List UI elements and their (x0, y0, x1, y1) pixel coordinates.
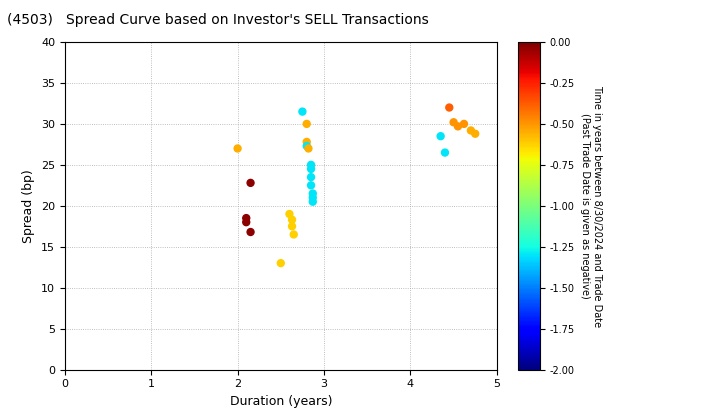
Point (287, 216, 298, 223)
Point (307, 190, 318, 197)
Point (301, 121, 312, 127)
Point (240, 215, 252, 221)
Point (307, 194, 318, 201)
Point (452, 123, 464, 130)
Y-axis label: Spread (bp): Spread (bp) (22, 169, 35, 243)
Point (284, 210, 295, 217)
Point (305, 165, 317, 172)
Point (301, 139, 312, 145)
Point (448, 119, 459, 126)
Point (458, 121, 469, 127)
Point (302, 145, 314, 152)
Point (245, 228, 256, 235)
Point (444, 104, 455, 111)
Point (307, 198, 318, 205)
Point (301, 143, 312, 150)
Point (439, 149, 451, 156)
Y-axis label: Time in years between 8/30/2024 and Trade Date
(Past Trade Date is given as nega: Time in years between 8/30/2024 and Trad… (580, 85, 602, 327)
Point (288, 231, 300, 238)
X-axis label: Duration (years): Duration (years) (230, 395, 332, 408)
Text: (4503)   Spread Curve based on Investor's SELL Transactions: (4503) Spread Curve based on Investor's … (7, 13, 429, 26)
Point (435, 133, 446, 139)
Point (465, 127, 477, 134)
Point (287, 223, 298, 230)
Point (245, 179, 256, 186)
Point (305, 161, 317, 168)
Point (305, 182, 317, 189)
Point (232, 145, 243, 152)
Point (297, 108, 308, 115)
Point (240, 219, 252, 226)
Point (469, 130, 481, 137)
Point (275, 260, 287, 266)
Point (305, 174, 317, 181)
